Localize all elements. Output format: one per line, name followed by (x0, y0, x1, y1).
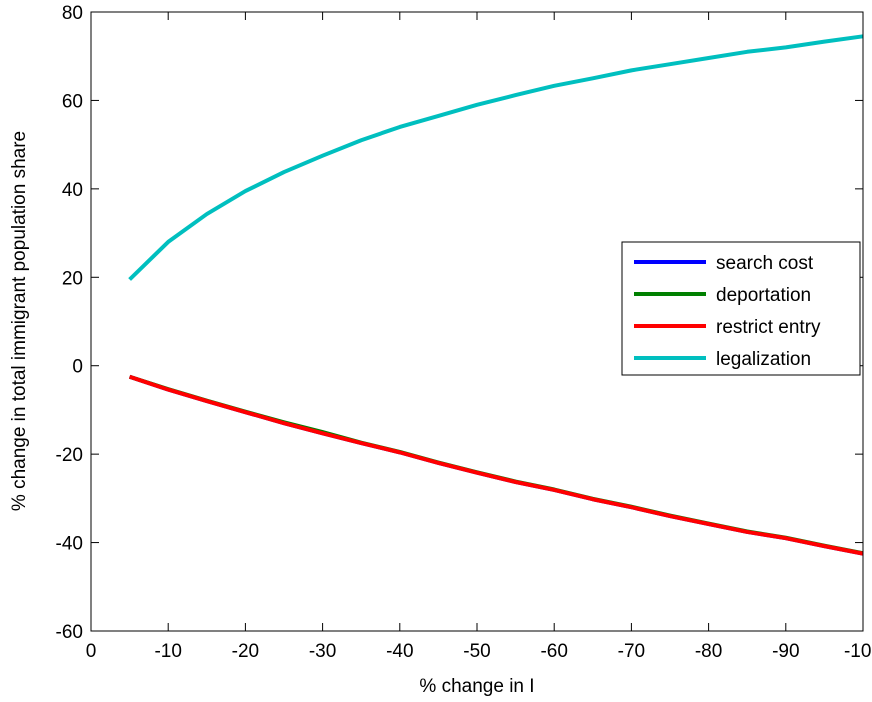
x-tick-label: -20 (232, 641, 259, 662)
y-tick-label: 80 (62, 3, 83, 24)
x-tick-label: -100 (844, 641, 872, 662)
legend-label: deportation (716, 285, 811, 306)
legend-label: legalization (716, 349, 811, 370)
y-tick-label: 20 (62, 268, 83, 289)
x-axis-label: % change in I (419, 676, 534, 697)
x-tick-label: -90 (772, 641, 799, 662)
y-tick-label: -40 (56, 534, 83, 555)
x-tick-label: -40 (386, 641, 413, 662)
legend-box (621, 241, 861, 376)
series-layer (128, 34, 864, 556)
y-axis-label: % change in total immigrant population s… (9, 131, 30, 511)
x-tick-label: -60 (540, 641, 567, 662)
x-tick-label: -70 (618, 641, 645, 662)
legend-label: restrict entry (716, 317, 821, 338)
y-tick-label: -60 (56, 622, 83, 643)
y-tick-label: 60 (62, 91, 83, 112)
series-line-restrict-entry (128, 374, 864, 556)
x-tick-label: -30 (309, 641, 336, 662)
series-line-legalization (128, 34, 864, 281)
y-tick-label: -20 (56, 445, 83, 466)
plot-frame (90, 11, 864, 632)
tick-labels-layer: 0 -10 -20 -30 -40 -50 -60 -70 -80 -90 -100 -60 -40 -2… (56, 3, 872, 662)
legend: search cost deportation restrict entry lega… (621, 241, 861, 376)
x-tick-label: -50 (463, 641, 490, 662)
y-tick-label: 40 (62, 180, 83, 201)
x-tick-label: 0 (86, 641, 97, 662)
y-tick-label: 0 (72, 357, 83, 378)
legend-label: search cost (716, 253, 814, 274)
x-tick-label: -10 (154, 641, 181, 662)
x-tick-label: -80 (695, 641, 722, 662)
